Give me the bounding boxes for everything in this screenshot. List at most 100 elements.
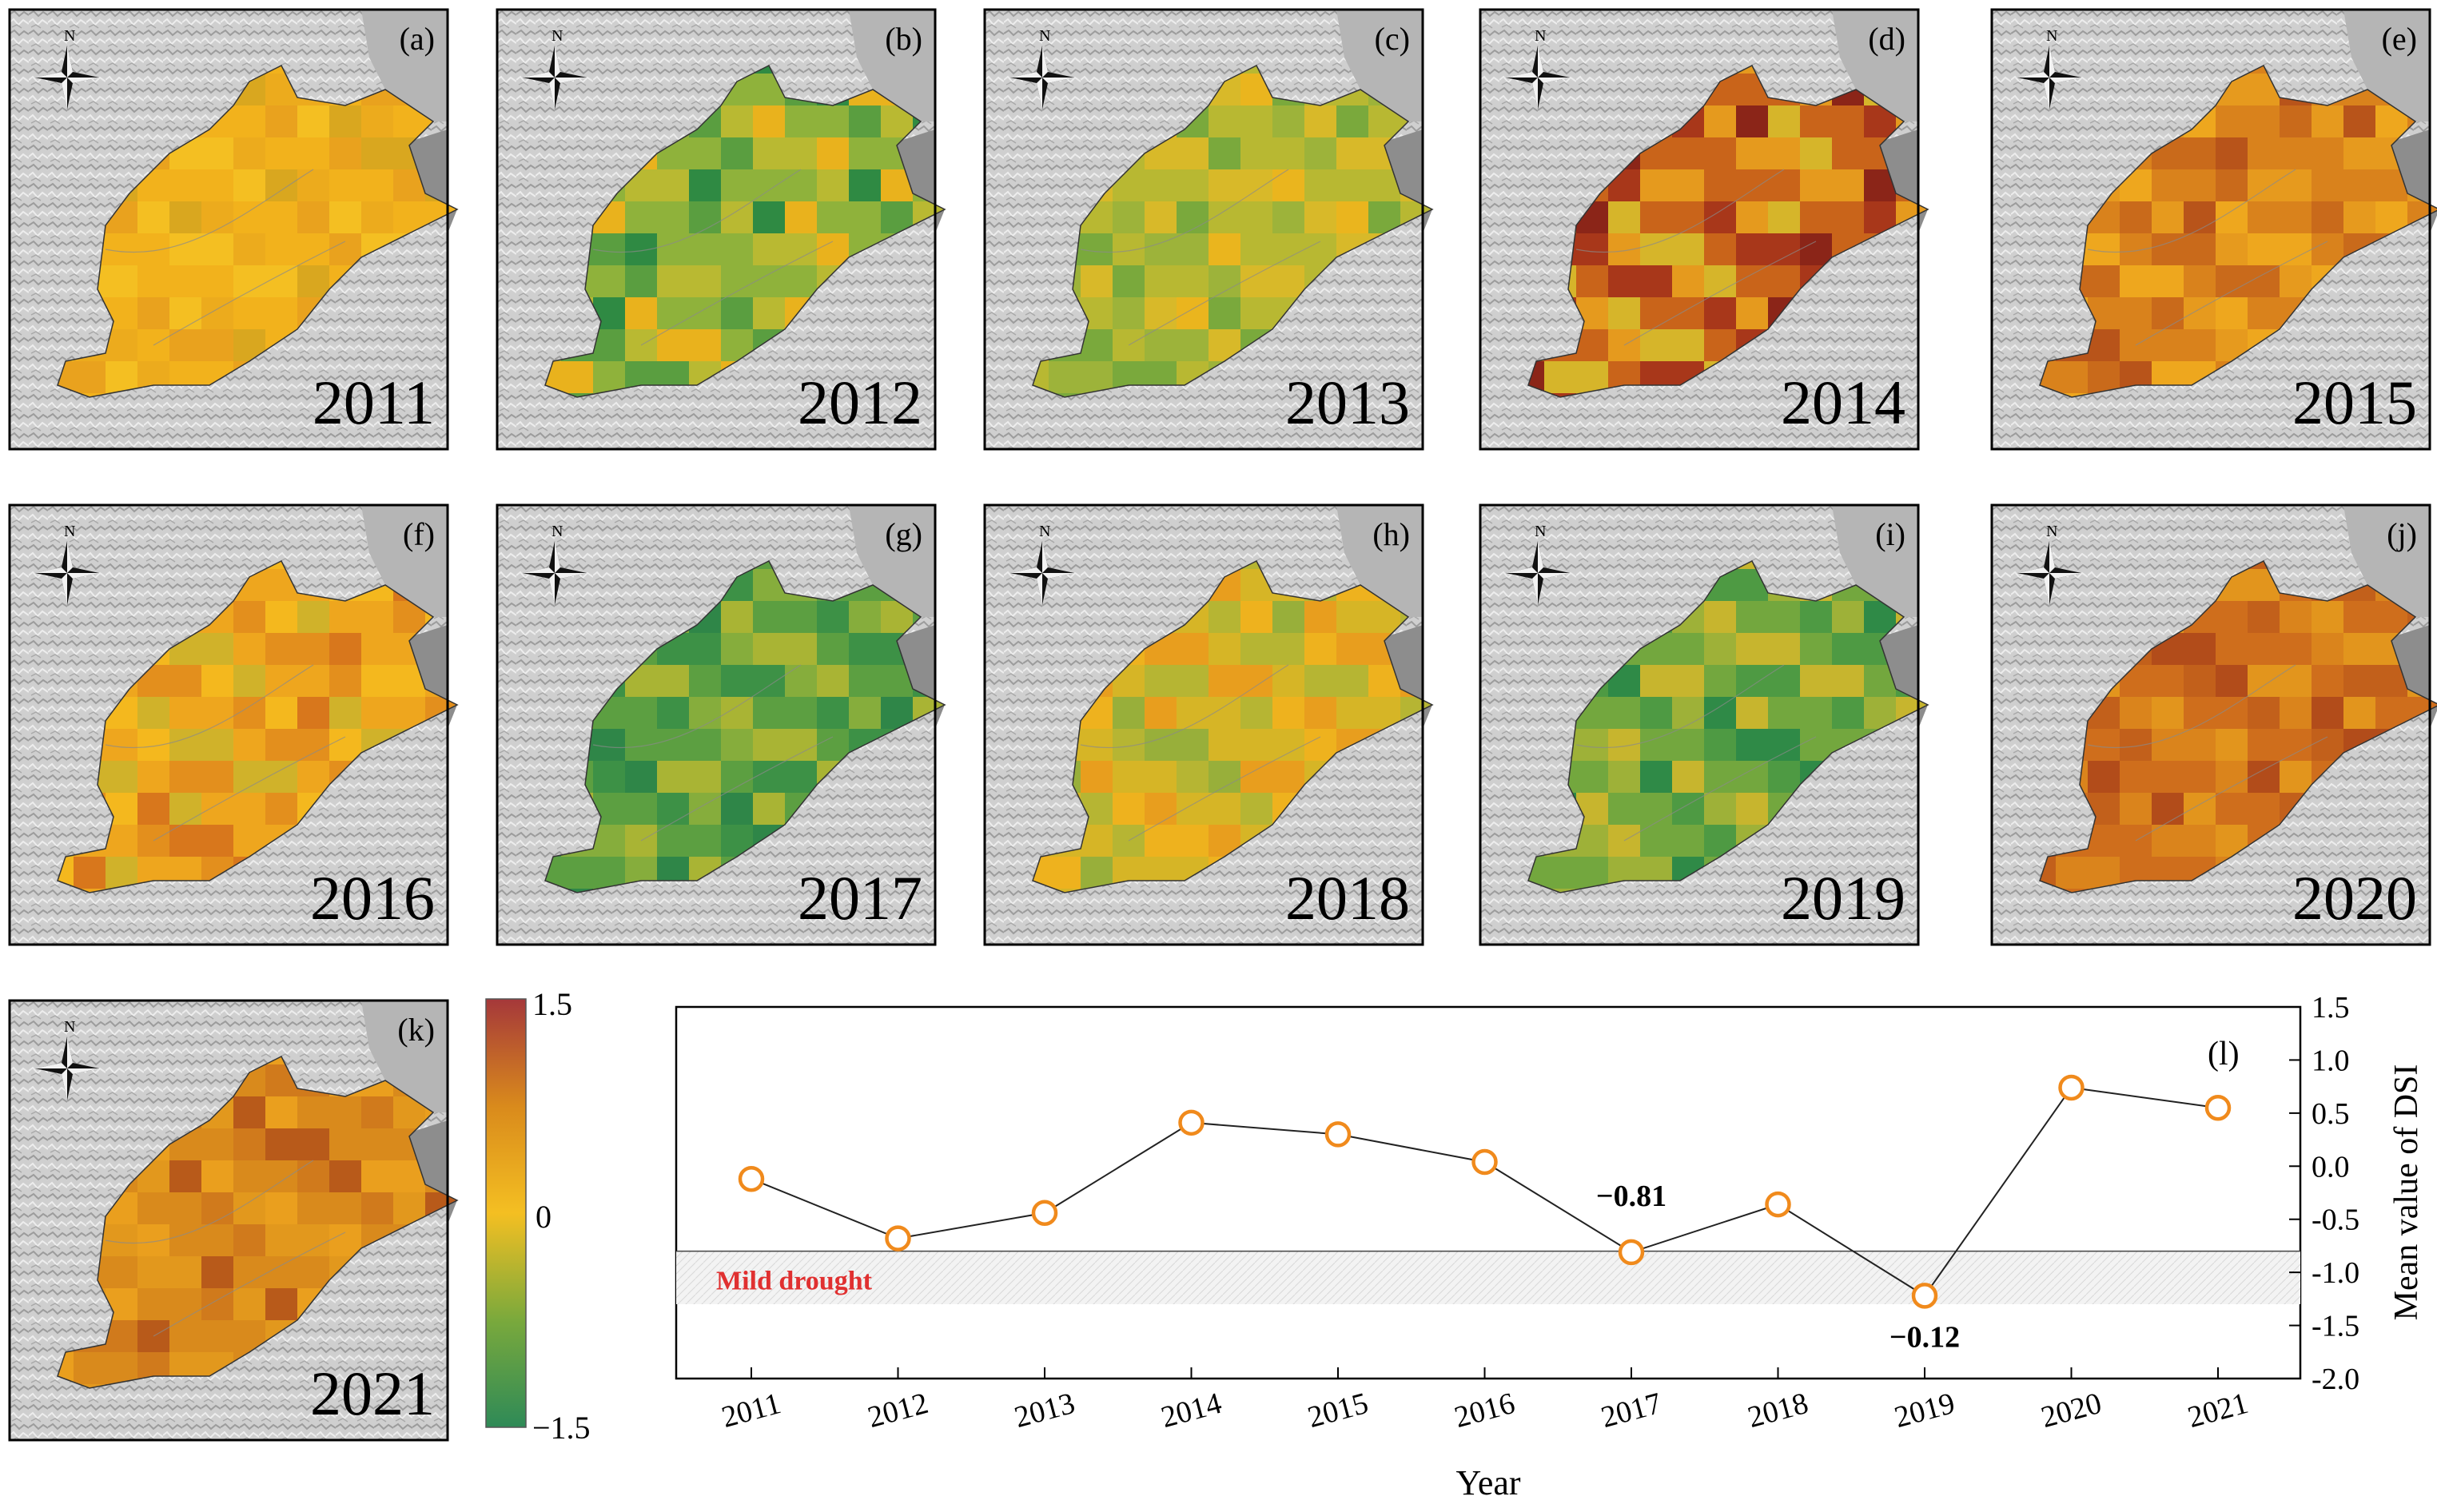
dsi-cell bbox=[201, 1320, 234, 1353]
dsi-cell bbox=[1800, 233, 1833, 266]
dsi-cell bbox=[1177, 329, 1209, 362]
dsi-cell bbox=[1272, 201, 1305, 234]
north-arrow-icon: N bbox=[523, 27, 587, 109]
dsi-cell bbox=[106, 825, 138, 857]
dsi-cell bbox=[1736, 561, 1769, 570]
dsi-cell bbox=[1736, 633, 1769, 666]
x-tick-label: 2012 bbox=[864, 1387, 931, 1434]
sea-area bbox=[849, 10, 935, 121]
dsi-cell bbox=[1304, 633, 1337, 666]
dsi-cell bbox=[689, 265, 722, 298]
dsi-cell bbox=[2280, 601, 2312, 634]
compass-star-light bbox=[1010, 541, 1074, 605]
region-outline bbox=[1032, 64, 1434, 398]
dsi-cell bbox=[1209, 729, 1241, 762]
dsi-cell bbox=[233, 233, 266, 266]
dsi-cell bbox=[1704, 265, 1737, 298]
dsi-cell bbox=[233, 137, 266, 170]
dsi-cell bbox=[2184, 329, 2216, 362]
dsi-cell bbox=[2280, 169, 2312, 202]
dsi-cell bbox=[2248, 793, 2280, 826]
dsi-cell bbox=[297, 1256, 330, 1289]
dsi-cell bbox=[785, 601, 818, 634]
dsi-cell bbox=[297, 697, 330, 730]
dsi-cell bbox=[1209, 233, 1241, 266]
dsi-cell bbox=[1736, 233, 1769, 266]
dsi-cell bbox=[1704, 633, 1737, 666]
dsi-cell bbox=[1049, 857, 1081, 889]
dsi-cell bbox=[137, 729, 170, 762]
dsi-cell bbox=[265, 297, 298, 330]
dsi-cell bbox=[169, 169, 202, 202]
dsi-cell bbox=[2312, 169, 2344, 202]
dsi-cell bbox=[265, 66, 298, 74]
x-tick-label: 2015 bbox=[1304, 1387, 1372, 1434]
dsi-cell bbox=[721, 297, 754, 330]
dsi-cell bbox=[233, 601, 266, 634]
colorbar-max-label: 1.5 bbox=[532, 986, 572, 1022]
dsi-cell bbox=[1177, 729, 1209, 762]
dsi-cell bbox=[1800, 633, 1833, 666]
dsi-cell bbox=[721, 169, 754, 202]
dsi-cell bbox=[2152, 825, 2184, 857]
map-frame bbox=[1990, 8, 2431, 451]
dsi-cell bbox=[169, 201, 202, 234]
dsi-cell bbox=[1576, 729, 1609, 762]
dsi-cell bbox=[1240, 265, 1273, 298]
dsi-cell bbox=[1704, 793, 1737, 826]
dsi-cell bbox=[137, 233, 170, 266]
drought-map-panel: N (h) 2018 bbox=[983, 503, 1434, 946]
dsi-cell bbox=[1240, 297, 1273, 330]
dsi-cell bbox=[329, 697, 362, 730]
dsi-cell bbox=[106, 1320, 138, 1353]
dsi-cell bbox=[1177, 665, 1209, 698]
dsi-cell bbox=[265, 1288, 298, 1321]
dsi-cell bbox=[1145, 697, 1177, 730]
dsi-cell bbox=[329, 633, 362, 666]
y-axis: 1.5 1.0 0.5 0.0 -0.5 -1.0 -1.5 -2.0 bbox=[2289, 991, 2359, 1396]
dsi-cell bbox=[329, 201, 362, 234]
dsi-cell bbox=[657, 265, 690, 298]
dsi-cell bbox=[233, 105, 266, 138]
dsi-cell bbox=[137, 1256, 170, 1289]
dsi-cell bbox=[265, 633, 298, 666]
dsi-cell bbox=[721, 601, 754, 634]
dsi-cell bbox=[1304, 201, 1337, 234]
dsi-cell bbox=[106, 329, 138, 362]
dsi-cell bbox=[297, 105, 330, 138]
y-tick-label: -1.0 bbox=[2312, 1256, 2359, 1290]
dsi-cell bbox=[2280, 105, 2312, 138]
dsi-cell bbox=[1304, 105, 1337, 138]
dsi-cell bbox=[1800, 729, 1833, 762]
map-panel-tag: (i) bbox=[1875, 516, 1905, 552]
dsi-cell bbox=[2312, 137, 2344, 170]
north-label: N bbox=[2046, 523, 2057, 540]
dsi-cell bbox=[265, 697, 298, 730]
dsi-cell bbox=[1736, 105, 1769, 138]
x-tick-label: 2013 bbox=[1011, 1387, 1078, 1434]
dsi-cell bbox=[201, 1128, 234, 1161]
dsi-cell bbox=[1768, 601, 1801, 634]
dsi-cell bbox=[265, 233, 298, 266]
dsi-cell bbox=[1081, 825, 1113, 857]
sea-area bbox=[2343, 10, 2430, 121]
dsi-cell bbox=[1049, 361, 1081, 394]
drought-map-panel: N (g) 2017 bbox=[496, 503, 946, 946]
dsi-cell bbox=[689, 761, 722, 794]
dsi-cell bbox=[265, 265, 298, 298]
dsi-cell bbox=[2216, 793, 2248, 826]
dsi-cell bbox=[233, 1288, 266, 1321]
dsi-cell bbox=[753, 793, 786, 826]
dsi-cell bbox=[625, 793, 658, 826]
dsi-cell bbox=[1704, 665, 1737, 698]
dsi-cell bbox=[1336, 633, 1369, 666]
dsi-cell bbox=[297, 1128, 330, 1161]
dsi-cell bbox=[361, 601, 394, 634]
dsi-cell bbox=[657, 825, 690, 857]
dsi-cell bbox=[625, 729, 658, 762]
y-tick-label: 1.0 bbox=[2312, 1044, 2350, 1077]
dsi-cell bbox=[233, 1096, 266, 1129]
dsi-cell bbox=[361, 105, 394, 138]
dsi-cell bbox=[1768, 697, 1801, 730]
